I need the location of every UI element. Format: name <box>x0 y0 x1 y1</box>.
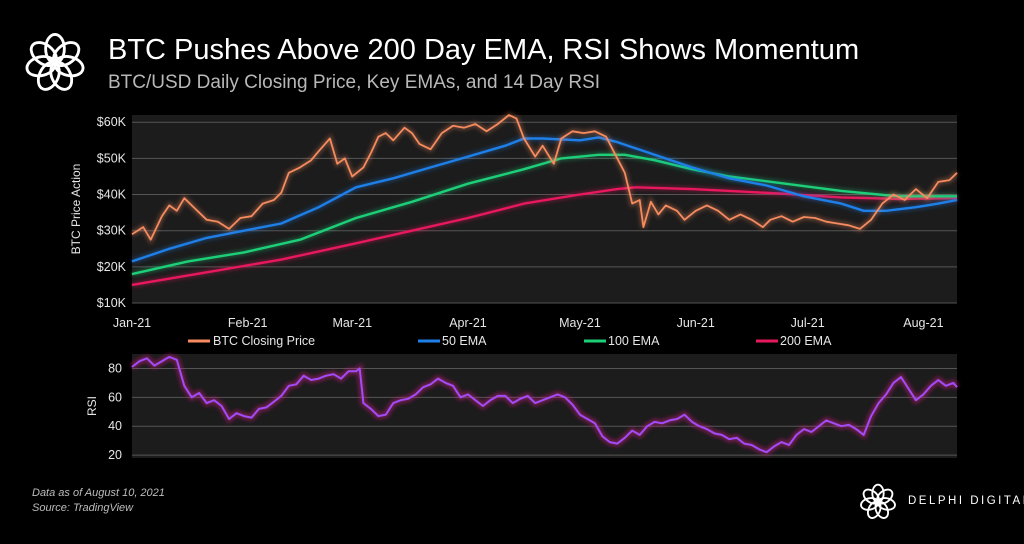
price-y-tick-label: $10K <box>97 296 127 310</box>
x-tick-label: Jul-21 <box>791 316 825 330</box>
brand-logo-icon <box>860 483 896 519</box>
rsi-y-tick-label: 60 <box>108 390 122 404</box>
chart-title: BTC Pushes Above 200 Day EMA, RSI Shows … <box>108 34 860 66</box>
price-series-group <box>130 112 959 288</box>
rsi-line <box>131 355 958 454</box>
x-tick-label: Apr-21 <box>449 316 487 330</box>
footnote-source: Source: TradingView <box>32 502 134 514</box>
rsi-y-tick-label: 80 <box>108 361 122 375</box>
price-y-tick-label: $50K <box>97 151 127 165</box>
legend-label-ema100: 100 EMA <box>608 334 660 348</box>
x-tick-label: Feb-21 <box>228 316 268 330</box>
rsi-y-tick-label: 40 <box>108 419 122 433</box>
x-tick-label: Jun-21 <box>677 316 715 330</box>
rsi-y-tick-label: 20 <box>108 448 122 462</box>
legend-label-btc: BTC Closing Price <box>213 334 315 348</box>
price-y-tick-label: $40K <box>97 188 127 202</box>
x-tick-label: Mar-21 <box>332 316 372 330</box>
ema50-line <box>131 136 958 263</box>
legend-label-ema50: 50 EMA <box>442 334 487 348</box>
x-tick-label: May-21 <box>559 316 601 330</box>
x-tick-label: Jan-21 <box>113 316 151 330</box>
price-x-axis: Jan-21 Feb-21 Mar-21 Apr-21 May-21 Jun-21 Jul-… <box>113 316 944 330</box>
rsi-y-axis-label: RSI <box>85 396 99 416</box>
rsi-plot-area <box>132 354 957 458</box>
price-y-tick-label: $60K <box>97 115 127 129</box>
brand-name: DELPHI DIGITAL <box>908 495 1024 507</box>
legend: BTC Closing Price 50 EMA 100 EMA 200 EMA <box>188 334 832 348</box>
price-y-tick-label: $20K <box>97 260 127 274</box>
price-y-tick-label: $30K <box>97 224 127 238</box>
brand-mark-top <box>25 32 85 91</box>
btc-price-line <box>131 114 958 241</box>
footnote-date: Data as of August 10, 2021 <box>32 487 165 499</box>
price-y-axis-label: BTC Price Action <box>69 164 83 255</box>
rsi-y-axis: 20 40 60 80 <box>108 361 122 462</box>
ema100-line <box>131 153 957 276</box>
rsi-series-group <box>130 353 960 456</box>
x-tick-label: Aug-21 <box>903 316 943 330</box>
legend-label-ema200: 200 EMA <box>780 334 832 348</box>
price-y-axis: $10K $20K $30K $40K $50K $60K <box>97 115 127 310</box>
chart-subtitle: BTC/USD Daily Closing Price, Key EMAs, a… <box>108 72 601 93</box>
price-gridlines <box>132 121 957 304</box>
